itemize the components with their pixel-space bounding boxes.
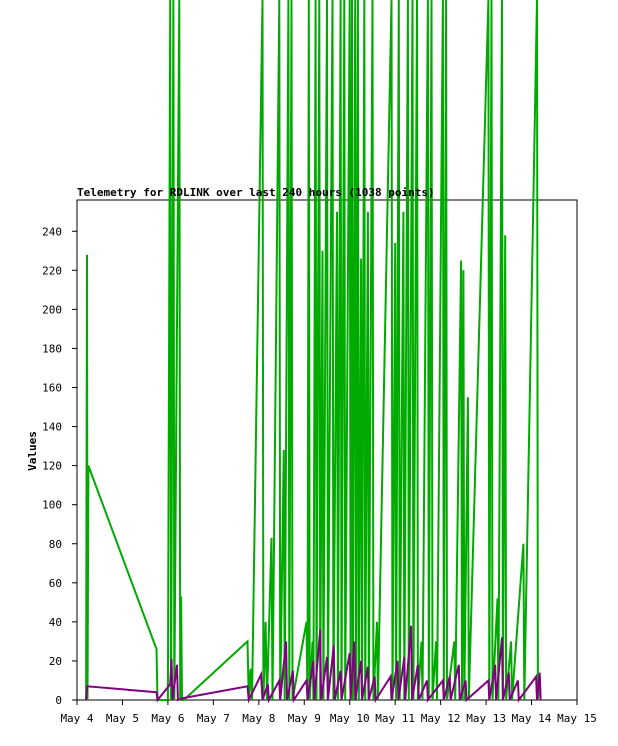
x-tick-label: May 4 xyxy=(60,712,93,725)
x-tick-label: May 6 xyxy=(151,712,184,725)
x-tick-label: May 14 xyxy=(512,712,552,725)
x-tick-label: May 7 xyxy=(197,712,230,725)
y-tick-label: 120 xyxy=(42,460,62,473)
plot-layer xyxy=(85,0,542,704)
y-tick-label: 40 xyxy=(49,616,62,629)
y-tick-label: 20 xyxy=(49,655,62,668)
y-tick-label: 180 xyxy=(42,342,62,355)
y-tick-label: 160 xyxy=(42,382,62,395)
chart-title: Telemetry for RDLINK over last 240 hours… xyxy=(77,186,435,199)
y-axis-label: Values xyxy=(26,431,39,471)
y-tick-label: 140 xyxy=(42,421,62,434)
axis-layer: 0 20 40 60 80 100 120 140 160 180 200 220 240 May 4 Ma… xyxy=(42,225,597,725)
x-tick-label: May 11 xyxy=(375,712,415,725)
y-tick-label: 100 xyxy=(42,499,62,512)
series-line-1 xyxy=(85,0,542,701)
x-tick-label: May 5 xyxy=(106,712,139,725)
y-tick-label: 200 xyxy=(42,303,62,316)
y-tick-label: 0 xyxy=(55,694,62,707)
x-tick-label: May 15 xyxy=(557,712,597,725)
series-line-2 xyxy=(85,625,542,704)
x-tick-label: May 8 xyxy=(242,712,275,725)
x-tick-label: May 10 xyxy=(330,712,370,725)
x-tick-label: May 9 xyxy=(288,712,321,725)
y-tick-label: 80 xyxy=(49,538,62,551)
x-tick-label: May 13 xyxy=(466,712,506,725)
y-tick-label: 220 xyxy=(42,264,62,277)
y-tick-label: 60 xyxy=(49,577,62,590)
y-tick-label: 240 xyxy=(42,225,62,238)
x-tick-label: May 12 xyxy=(421,712,461,725)
